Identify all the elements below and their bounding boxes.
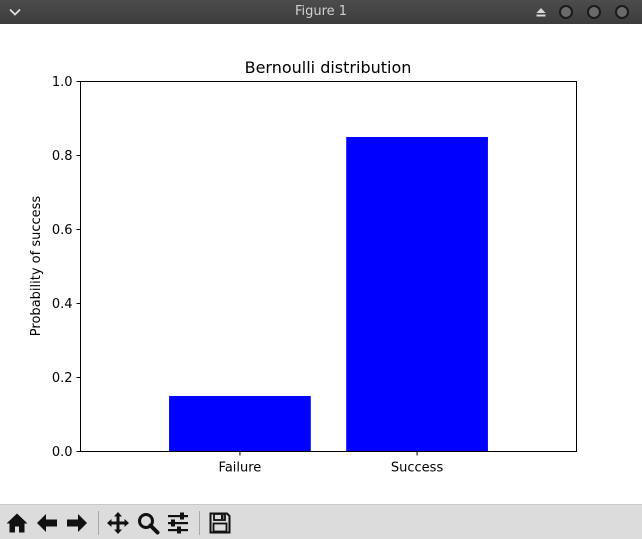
window-menu-button[interactable] <box>6 3 24 21</box>
navigation-toolbar <box>0 504 642 539</box>
x-tick-label: Success <box>391 461 444 476</box>
shade-button[interactable] <box>534 5 548 19</box>
zoom-button[interactable] <box>135 510 161 536</box>
bar-failure <box>169 396 311 452</box>
back-button[interactable] <box>34 510 60 536</box>
bar-chart: 0.0 0.2 0.4 0.6 0.8 1.0 Failure Success Bernou… <box>29 58 577 476</box>
magnifier-icon <box>138 513 160 535</box>
arrow-right-icon <box>67 514 87 532</box>
y-tick-label: 0.4 <box>52 297 73 312</box>
maximize-button[interactable] <box>587 5 601 19</box>
y-tick-label: 0.2 <box>52 371 73 386</box>
window-title: Figure 1 <box>294 4 348 19</box>
close-button[interactable] <box>615 5 629 19</box>
move-icon <box>107 512 129 534</box>
toolbar-separator <box>98 511 99 535</box>
arrow-left-icon <box>37 514 57 532</box>
forward-button[interactable] <box>64 510 90 536</box>
floppy-disk-icon <box>209 512 231 534</box>
minimize-button[interactable] <box>559 5 573 19</box>
home-icon <box>6 513 28 533</box>
y-tick-label: 0.6 <box>52 223 73 238</box>
chart-title: Bernoulli distribution <box>245 58 412 77</box>
sliders-icon <box>168 512 188 534</box>
bar-success <box>346 137 488 452</box>
y-tick-label: 0.8 <box>52 149 73 164</box>
y-axis-label: Probability of success <box>29 196 44 337</box>
pan-button[interactable] <box>105 510 131 536</box>
figure-canvas: 0.0 0.2 0.4 0.6 0.8 1.0 Failure Success Bernou… <box>0 24 642 504</box>
chevron-down-icon <box>9 8 21 16</box>
x-tick-label: Failure <box>219 461 262 476</box>
y-tick-label: 0.0 <box>52 445 73 460</box>
axes-frame <box>80 81 577 452</box>
title-bar: Figure 1 <box>0 0 642 24</box>
save-button[interactable] <box>207 510 233 536</box>
toolbar-separator <box>199 511 200 535</box>
eject-icon <box>536 8 546 17</box>
configure-subplots-button[interactable] <box>165 510 191 536</box>
home-button[interactable] <box>4 510 30 536</box>
y-tick-label: 1.0 <box>52 75 73 90</box>
